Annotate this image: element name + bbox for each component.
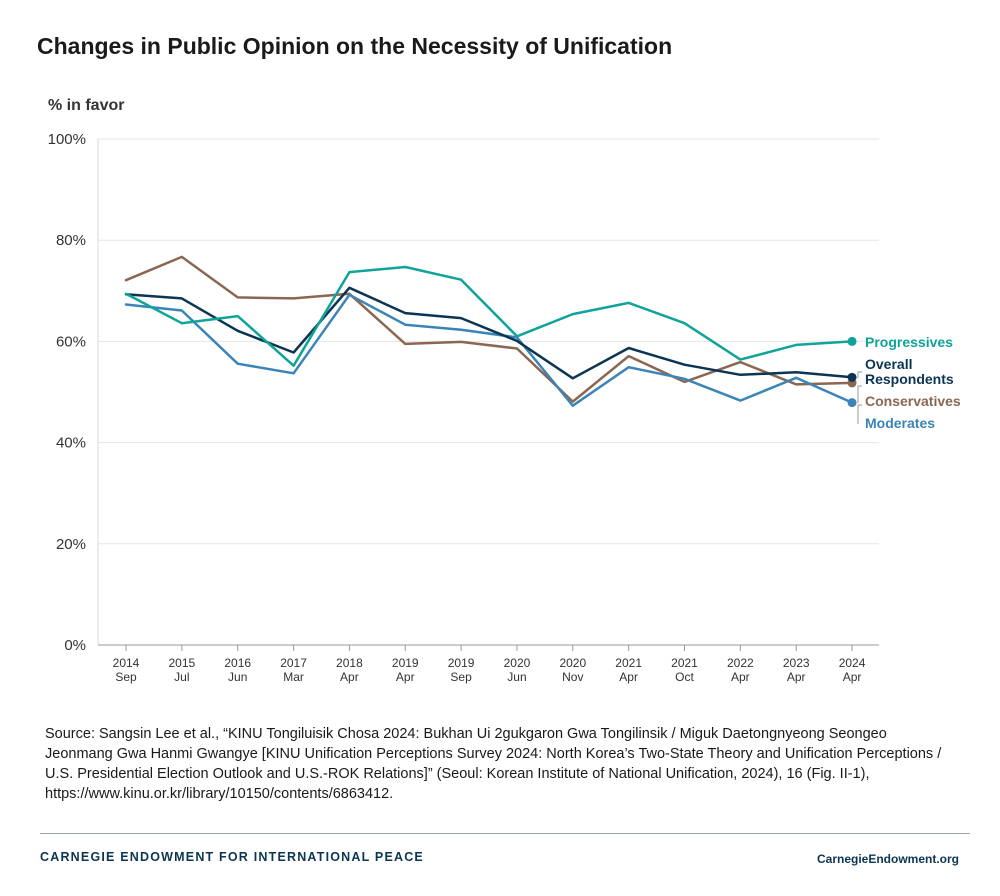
x-tick-label: 2021 (615, 656, 642, 670)
x-tick-label: Mar (283, 670, 304, 684)
line-chart: 0%20%40%60%80%100% 2014Sep2015Jul2016Jun… (48, 131, 961, 684)
x-tick-label: Apr (843, 670, 862, 684)
x-tick-label: Oct (675, 670, 694, 684)
source-note: Source: Sangsin Lee et al., “KINU Tongil… (45, 726, 942, 802)
x-tick-label: Jul (174, 670, 189, 684)
series-label-conservatives: Conservatives (865, 393, 961, 409)
y-tick-label: 20% (56, 536, 86, 553)
x-tick-label: Apr (787, 670, 806, 684)
data-point-moderates (847, 398, 857, 408)
x-tick-label: 2018 (336, 656, 363, 670)
footer-divider (40, 833, 970, 834)
label-leader (857, 404, 862, 424)
x-tick-label: 2019 (448, 656, 475, 670)
y-tick-label: 80% (56, 232, 86, 249)
gridlines (97, 138, 879, 646)
organization-name: CARNEGIE ENDOWMENT FOR INTERNATIONAL PEA… (40, 850, 424, 864)
y-tick-label: 0% (64, 637, 86, 654)
series-line-progressives (124, 265, 854, 367)
x-tick-label: Apr (731, 670, 750, 684)
x-tick-label: 2017 (280, 656, 307, 670)
x-tick-label: 2023 (783, 656, 810, 670)
x-tick-label: 2019 (392, 656, 419, 670)
x-tick-label: Apr (340, 670, 359, 684)
x-tick-label: 2015 (168, 656, 195, 670)
x-tick-label: Jun (228, 670, 247, 684)
y-tick-label: 100% (48, 131, 86, 148)
data-point-progressives (847, 336, 857, 346)
x-tick-label: 2022 (727, 656, 754, 670)
series-line-moderates (124, 293, 854, 407)
x-tick-label: Sep (115, 670, 137, 684)
data-point-overall-respondents (847, 372, 857, 382)
x-tick-label: 2020 (559, 656, 586, 670)
x-tick-label: Apr (619, 670, 638, 684)
x-tick-label: 2024 (839, 656, 866, 670)
series-label-moderates: Moderates (865, 415, 935, 431)
y-tick-labels: 0% 20% 40% 60% 80% 100% (48, 131, 86, 654)
chart-title: Changes in Public Opinion on the Necessi… (37, 33, 673, 59)
x-tick-label: Apr (396, 670, 415, 684)
series-line-conservatives (124, 255, 854, 403)
series-label-overall-respondents: Overall (865, 356, 912, 372)
series-lines (124, 255, 857, 408)
x-tick-label: 2020 (504, 656, 531, 670)
x-tick-labels: 2014Sep2015Jul2016Jun2017Mar2018Apr2019A… (113, 645, 866, 684)
label-leader (857, 371, 862, 378)
x-tick-label: 2016 (224, 656, 251, 670)
x-tick-label: Nov (562, 670, 583, 684)
x-tick-label: 2021 (671, 656, 698, 670)
x-tick-label: Sep (450, 670, 472, 684)
x-tick-label: 2014 (113, 656, 140, 670)
label-leader (857, 385, 862, 403)
x-tick-label: Jun (507, 670, 526, 684)
y-tick-label: 60% (56, 333, 86, 350)
series-label-overall-respondents: Respondents (865, 371, 954, 387)
y-axis-label: % in favor (48, 97, 125, 114)
series-line-overall-respondents (124, 286, 854, 380)
website-link[interactable]: CarnegieEndowment.org (816, 852, 959, 866)
series-label-progressives: Progressives (865, 334, 953, 350)
y-tick-label: 40% (56, 435, 86, 452)
